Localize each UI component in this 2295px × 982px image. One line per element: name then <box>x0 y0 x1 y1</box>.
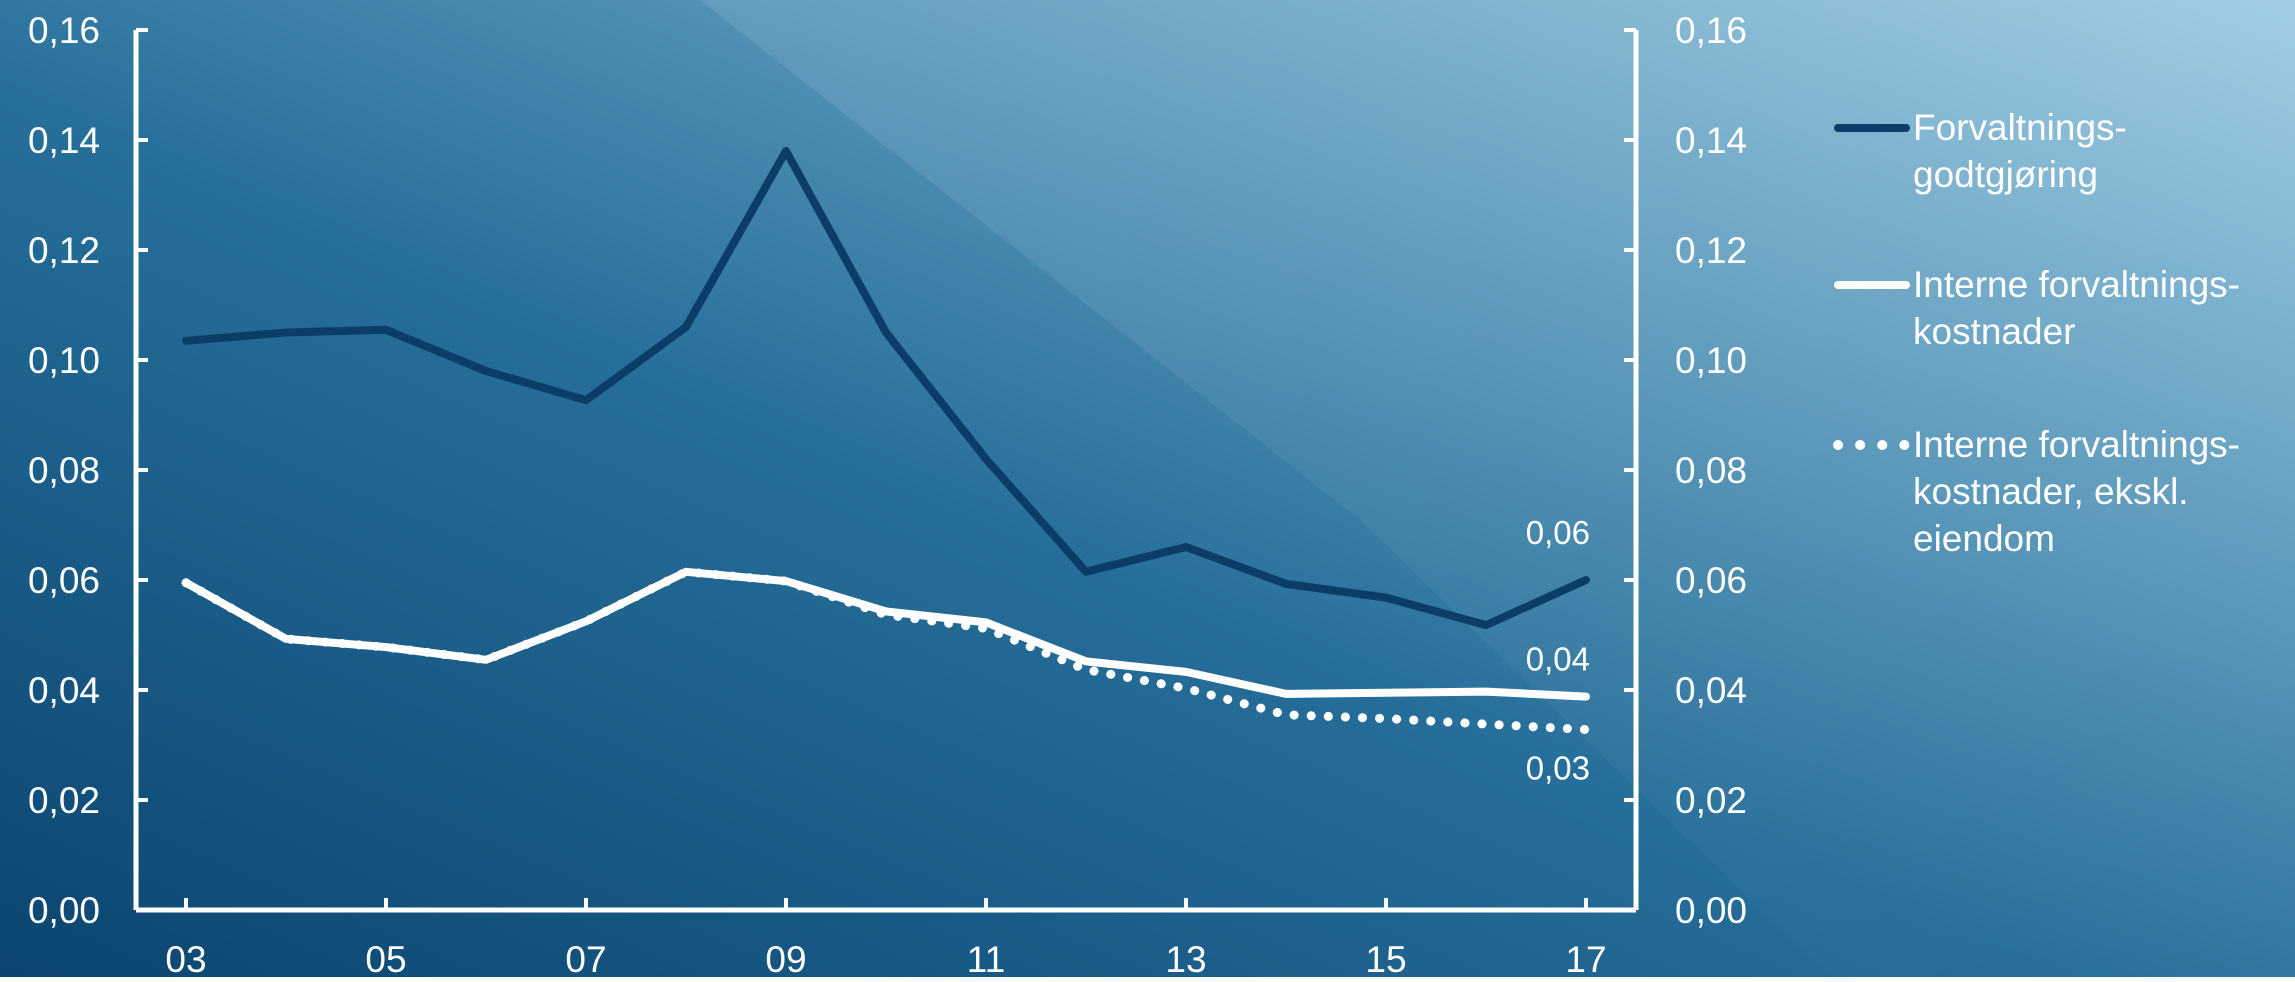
x-tick-label: 03 <box>165 939 206 977</box>
end-labels: 0,06 0,04 0,03 <box>1526 514 1590 787</box>
background-facet <box>700 0 2295 977</box>
right-y-tick-label: 0,06 <box>1675 560 1747 601</box>
right-y-tick-label: 0,02 <box>1675 780 1747 821</box>
data-label-end-3: 0,03 <box>1526 750 1590 787</box>
right-y-tick-label: 0,16 <box>1675 10 1747 51</box>
legend-label-3: Interne forvaltnings-kostnader, ekskl. ei… <box>1913 424 2240 559</box>
series-line-2 <box>182 567 1590 701</box>
series-layer <box>181 147 1591 735</box>
left-y-tick-label: 0,12 <box>28 230 100 271</box>
x-tick-label: 17 <box>1565 939 1606 977</box>
legend-label-1: Forvaltnings-godtgjøring <box>1913 107 2127 195</box>
legend-label-line: Interne forvaltnings- <box>1913 264 2240 305</box>
left-y-tick-label: 0,00 <box>28 890 100 931</box>
right-y-tick-label: 0,10 <box>1675 340 1747 381</box>
right-y-tick-label: 0,14 <box>1675 120 1747 161</box>
left-y-tick-label: 0,04 <box>28 670 100 711</box>
x-tick-label: 05 <box>365 939 406 977</box>
legend-label-line: kostnader, ekskl. <box>1913 471 2189 512</box>
x-tick-label: 07 <box>565 939 606 977</box>
data-label-end-1: 0,06 <box>1526 514 1590 551</box>
x-tick-label: 13 <box>1165 939 1206 977</box>
x-tick-label: 11 <box>967 939 1005 977</box>
legend-label-line: Interne forvaltnings- <box>1913 424 2240 465</box>
legend-label-2: Interne forvaltnings-kostnader <box>1913 264 2240 352</box>
legend-label-line: kostnader <box>1913 311 2076 352</box>
axes: 0,00 0,00 0,02 0,02 0,04 0,04 0,06 0,06 0,08 0,08… <box>28 10 1747 980</box>
data-label-end-2: 0,04 <box>1526 641 1590 678</box>
left-y-tick-label: 0,08 <box>28 450 100 491</box>
right-y-tick-label: 0,04 <box>1675 670 1747 711</box>
left-y-tick-label: 0,14 <box>28 120 100 161</box>
right-y-tick-label: 0,12 <box>1675 230 1747 271</box>
series-line-1 <box>182 147 1590 630</box>
left-y-tick-label: 0,10 <box>28 340 100 381</box>
left-y-tick-label: 0,02 <box>28 780 100 821</box>
x-tick-label: 09 <box>765 939 806 977</box>
right-y-tick-label: 0,08 <box>1675 450 1747 491</box>
legend: Forvaltnings-godtgjøring Interne forvaltn… <box>1833 107 2240 559</box>
legend-label-line: eiendom <box>1913 518 2055 559</box>
x-tick-label: 15 <box>1365 939 1406 977</box>
legend-label-line: godtgjøring <box>1913 154 2098 195</box>
left-y-tick-label: 0,16 <box>28 10 100 51</box>
legend-label-line: Forvaltnings- <box>1913 107 2127 148</box>
right-y-tick-label: 0,00 <box>1675 890 1747 931</box>
left-y-tick-label: 0,06 <box>28 560 100 601</box>
